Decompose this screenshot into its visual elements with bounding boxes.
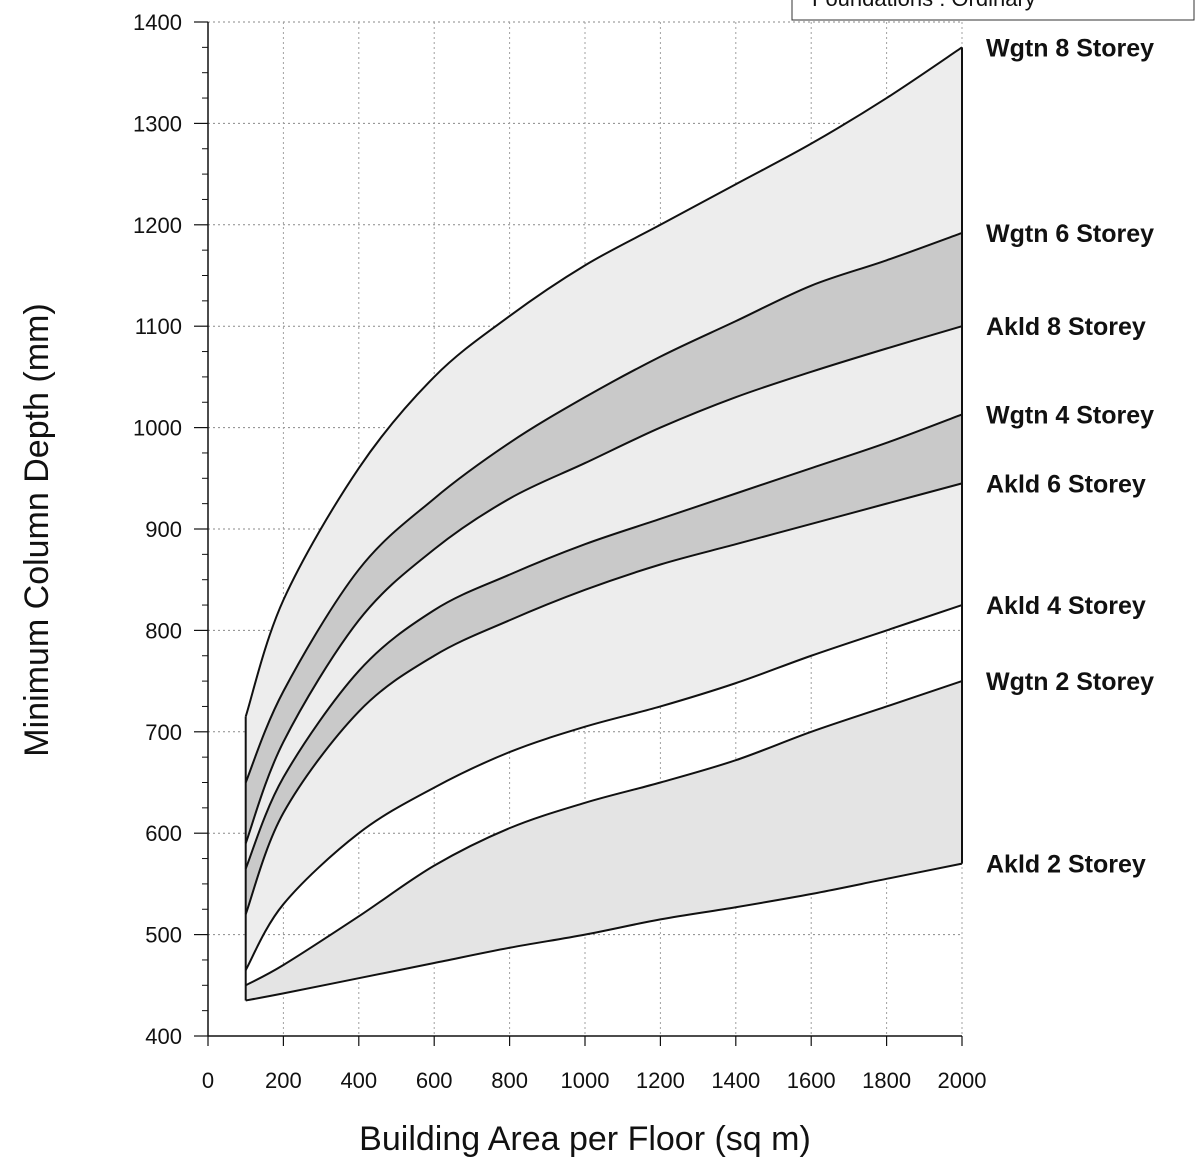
- x-tick-label: 800: [491, 1068, 528, 1093]
- x-tick-label: 2000: [938, 1068, 987, 1093]
- x-tick-label: 200: [265, 1068, 302, 1093]
- band-area: [245, 326, 962, 869]
- y-tick-label: 1100: [135, 314, 182, 339]
- series-line: [244, 46, 963, 717]
- note-box-frame: [791, 0, 1195, 21]
- band-area: [245, 681, 962, 1001]
- note-text: Foundations : Ordinary: [812, 0, 1036, 11]
- series-line: [244, 413, 963, 870]
- x-tick-label: 1400: [711, 1068, 760, 1093]
- series-label: Wgtn 6 Storey: [986, 220, 1154, 248]
- series-labels: Wgtn 8 Storey Wgtn 6 Storey Akld 8 Storey W…: [986, 34, 1154, 878]
- y-tick-label: 700: [145, 720, 182, 745]
- x-tick-label: 1600: [787, 1068, 836, 1093]
- series-label: Akld 8 Storey: [986, 313, 1146, 341]
- x-tick-label: 400: [340, 1068, 377, 1093]
- x-tick-label: 0: [202, 1068, 214, 1093]
- y-tick-label: 800: [145, 618, 182, 643]
- y-tick-label: 900: [145, 517, 182, 542]
- shaded-bands: [245, 47, 962, 1001]
- y-tick-label: 1000: [133, 416, 182, 441]
- band-area: [245, 483, 962, 971]
- y-tick-label: 500: [145, 923, 182, 948]
- tick-labels: 400 500 600 700 800 900 1000 1100 1200 1300 1400 0 2…: [133, 10, 986, 1093]
- series-label: Akld 4 Storey: [986, 592, 1146, 620]
- series-line: [245, 680, 963, 987]
- y-tick-label: 1400: [133, 10, 182, 35]
- band-area: [245, 47, 962, 783]
- band-area: [245, 414, 962, 915]
- series-line: [244, 231, 963, 783]
- y-tick-label: 600: [145, 821, 182, 846]
- y-tick-label: 1200: [133, 213, 182, 238]
- series-line: [244, 482, 963, 915]
- series-line: [244, 604, 963, 971]
- y-axis-title: Minimum Column Depth (mm): [18, 303, 56, 756]
- note-box: Foundations : Ordinary: [791, 0, 1195, 21]
- x-tick-label: 600: [416, 1068, 453, 1093]
- x-tick-label: 1000: [561, 1068, 610, 1093]
- x-tick-label: 1200: [636, 1068, 685, 1093]
- series-line: [244, 325, 963, 844]
- x-axis-title: Building Area per Floor (sq m): [359, 1120, 811, 1158]
- series-label: Wgtn 4 Storey: [986, 401, 1154, 429]
- axes: [194, 21, 963, 1046]
- series-label: Wgtn 8 Storey: [986, 34, 1154, 62]
- y-tick-label: 1300: [133, 111, 182, 136]
- series-label: Wgtn 2 Storey: [986, 668, 1154, 696]
- series-label: Akld 2 Storey: [986, 851, 1146, 879]
- series-line: [245, 862, 963, 1002]
- series-label: Akld 6 Storey: [986, 470, 1146, 498]
- y-tick-label: 400: [145, 1024, 182, 1049]
- series-lines: [244, 46, 963, 1002]
- x-tick-label: 1800: [862, 1068, 911, 1093]
